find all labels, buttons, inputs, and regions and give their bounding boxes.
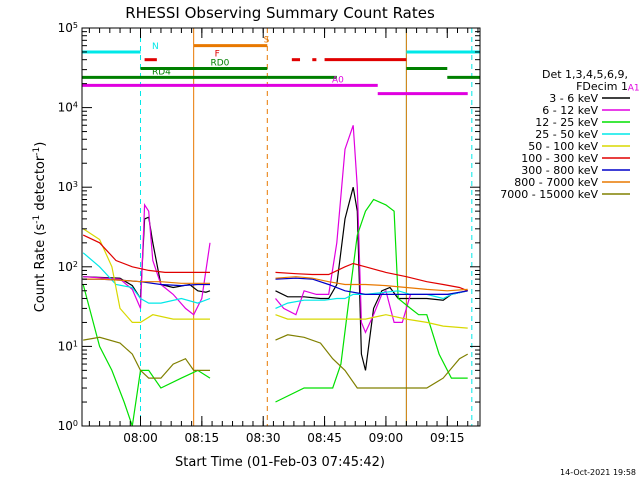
y-label-mid: detector: [33, 155, 48, 215]
state-bar-label: RD4: [152, 67, 171, 77]
series-line: [275, 187, 468, 371]
y-tick-exponent: 5: [73, 21, 78, 30]
y-tick-exponent: 1: [73, 339, 78, 348]
legend-header: FDecim 1: [576, 80, 628, 93]
y-tick-label: 103: [58, 180, 78, 195]
y-label-sup1: -1: [32, 215, 42, 224]
state-bar-label: F: [215, 50, 220, 60]
series-line: [83, 278, 210, 284]
y-tick-exponent: 2: [73, 259, 78, 268]
state-bar-label: RD0: [210, 58, 229, 68]
legend-entry-label: 800 - 7000 keV: [514, 176, 598, 189]
chart-title: RHESSI Observing Summary Count Rates: [125, 4, 435, 22]
x-axis-label: Start Time (01-Feb-03 07:45:42): [175, 455, 385, 470]
legend-header: Det 1,3,4,5,6,9,: [542, 68, 628, 81]
series-line: [275, 334, 468, 389]
y-tick-mantissa: 10: [58, 339, 73, 353]
legend-entry-label: 12 - 25 keV: [535, 116, 598, 129]
y-tick-mantissa: 10: [58, 101, 73, 115]
legend-entry-label: 7000 - 15000 keV: [500, 188, 598, 201]
series-line: [82, 234, 210, 273]
y-tick-label: 101: [58, 339, 78, 354]
y-tick-label: 102: [58, 259, 78, 274]
state-bar-label: N: [152, 42, 159, 52]
y-tick-exponent: 4: [73, 100, 78, 109]
y-tick-label: 100: [58, 419, 78, 434]
series-line: [275, 276, 468, 292]
legend-entry-label: 100 - 300 keV: [521, 152, 598, 165]
plot-frame: [81, 27, 481, 427]
series-line: [275, 198, 468, 403]
y-tick-label: 104: [58, 100, 78, 115]
series-line: [82, 252, 211, 304]
state-bar-label: A1: [628, 84, 640, 94]
y-label-end: ): [33, 142, 48, 147]
series-line: [83, 336, 210, 379]
legend-entry-label: 3 - 6 keV: [549, 92, 598, 105]
legend-entry-label: 6 - 12 keV: [542, 104, 598, 117]
x-axis: 08:00 08:15 08:30 08:45 09:00 09:15: [88, 28, 479, 445]
state-bar-label: A0: [332, 75, 344, 85]
series-line: [275, 125, 468, 334]
x-tick-label: 08:15: [185, 431, 220, 445]
series-line: [82, 228, 210, 323]
y-label-sup2: -1: [32, 147, 42, 156]
y-tick-mantissa: 10: [58, 419, 73, 433]
y-axis-label: Count Rate (s-1 detector-1): [32, 142, 48, 313]
x-tick-label: 08:30: [246, 431, 281, 445]
series-line: [83, 278, 210, 287]
legend-entry-label: 50 - 100 keV: [528, 140, 598, 153]
series-line: [275, 262, 468, 292]
state-bar-label: S: [264, 36, 270, 46]
x-tick-label: 09:15: [430, 431, 465, 445]
y-label-main: Count Rate (s: [33, 224, 48, 313]
y-tick-label: 105: [58, 21, 78, 36]
x-tick-label: 08:00: [123, 431, 158, 445]
footer-date: 14-Oct-2021 19:58: [560, 468, 636, 477]
y-tick-mantissa: 10: [58, 180, 73, 194]
series-line: [82, 284, 211, 427]
legend-entry-label: 25 - 50 keV: [535, 128, 598, 141]
series-line: [83, 202, 211, 316]
x-tick-label: 09:00: [369, 431, 404, 445]
series-line: [275, 277, 468, 295]
y-tick-exponent: 0: [73, 419, 78, 428]
x-tick-label: 08:45: [307, 431, 342, 445]
y-tick-mantissa: 10: [58, 21, 73, 35]
series-line: [83, 216, 211, 301]
legend-entry-label: 300 - 800 keV: [521, 164, 598, 177]
y-tick-mantissa: 10: [58, 260, 73, 274]
y-tick-exponent: 3: [73, 180, 78, 189]
series-line: [275, 314, 468, 329]
